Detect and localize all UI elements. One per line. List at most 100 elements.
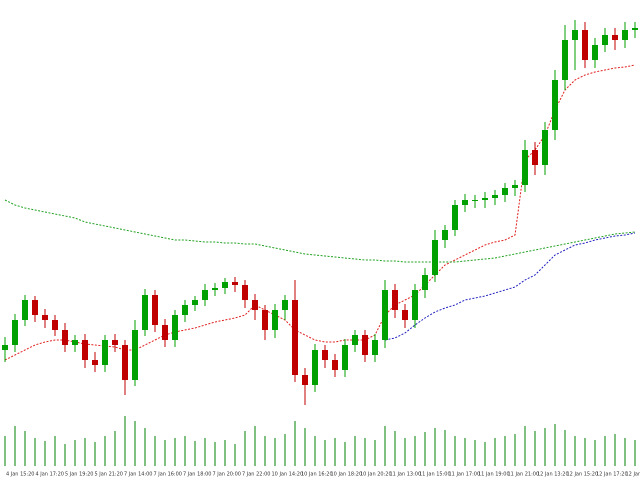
volume-bar (504, 436, 506, 466)
volume-bar (264, 436, 266, 466)
volume-bar (524, 426, 526, 466)
candle-body (332, 360, 338, 370)
candle-body (352, 335, 358, 345)
volume-bar (234, 444, 236, 466)
x-tick-label: 10 Jan 16:20 (301, 472, 333, 478)
volume-bar (384, 426, 386, 466)
x-tick-label: 10 Jan 18:20 (331, 472, 363, 478)
moving-average (4, 199, 636, 263)
candle-body (162, 325, 168, 340)
volume-bar (464, 438, 466, 466)
volume-bar (194, 441, 196, 466)
volume-bar (274, 438, 276, 466)
volume-bar (44, 441, 46, 466)
candle-body (12, 320, 18, 345)
volume-bar (344, 442, 346, 466)
x-tick-label: 11 Jan 21:00 (508, 472, 540, 478)
x-tick-label: 12 Jan 17:20 (596, 472, 628, 478)
candle-body (262, 310, 268, 330)
volume-bar (4, 436, 6, 466)
volume-bar (174, 438, 176, 466)
x-tick-label: 11 Jan 15:00 (419, 472, 451, 478)
x-tick-label: 12 Jan 15:20 (567, 472, 599, 478)
x-tick-label: 11 Jan 17:00 (449, 472, 481, 478)
volume-bar (594, 440, 596, 466)
volume-bar (114, 431, 116, 466)
moving-average (384, 232, 636, 341)
candle-body (42, 315, 48, 320)
candle-body (462, 200, 468, 205)
volume-bar (474, 440, 476, 466)
volume-bar (404, 438, 406, 466)
volume-bar (574, 436, 576, 466)
candle-body (582, 30, 588, 60)
x-tick-label: 7 Jan 16:00 (154, 472, 182, 478)
candle-body (502, 188, 508, 195)
candle-body (292, 300, 298, 375)
candle-body (282, 300, 288, 310)
volume-bar (564, 430, 566, 466)
candle-body (412, 290, 418, 320)
candle-body (602, 35, 608, 45)
volume-bar (584, 438, 586, 466)
volume-bar (454, 436, 456, 466)
candle-body (2, 345, 8, 350)
x-tick-label: 5 Jan 21:20 (95, 472, 123, 478)
moving-average (4, 64, 636, 361)
candle-body (242, 285, 248, 300)
volume-bar (554, 424, 556, 466)
volume-bar (364, 438, 366, 466)
volume-bar (374, 440, 376, 466)
x-tick-label: 4 Jan 17:20 (36, 472, 64, 478)
candle-body (52, 320, 58, 330)
volume-bar (304, 428, 306, 466)
candle-body (132, 330, 138, 380)
candle-body (112, 340, 118, 345)
candle-body (82, 340, 88, 360)
volume-bar (204, 438, 206, 466)
volume-bar (514, 434, 516, 466)
candle-body (92, 360, 98, 365)
candle-body (172, 315, 178, 340)
candle-body (612, 35, 618, 40)
candle-body (432, 240, 438, 275)
x-tick-label: 7 Jan 22:00 (242, 472, 270, 478)
candle-body (32, 300, 38, 315)
volume-bar (164, 440, 166, 466)
x-tick-label: 7 Jan 14:00 (124, 472, 152, 478)
volume-bar (54, 436, 56, 466)
volume-bar (604, 436, 606, 466)
candle-body (442, 230, 448, 240)
candle-body (142, 295, 148, 330)
volume-bar (14, 426, 16, 466)
volume-bar (94, 442, 96, 466)
candle-body (22, 300, 28, 320)
candle-body (542, 130, 548, 165)
candle-body (532, 150, 538, 165)
candle-body (472, 200, 478, 201)
volume-bar (124, 416, 126, 466)
candle-body (102, 340, 108, 365)
x-tick-label: 7 Jan 18:00 (183, 472, 211, 478)
x-tick-label: 5 Jan 19:20 (65, 472, 93, 478)
candle-body (422, 275, 428, 290)
candle-body (152, 295, 158, 325)
candle-body (622, 30, 628, 40)
candle-body (362, 335, 368, 355)
volume-bar (64, 444, 66, 466)
candle-body (572, 30, 578, 40)
volume-bar (424, 432, 426, 466)
volume-bar (394, 431, 396, 466)
candle-body (232, 282, 238, 285)
candle-body (272, 310, 278, 330)
x-tick-label: 12 Jan 13:20 (537, 472, 569, 478)
x-tick-label: 11 Jan 19:00 (478, 472, 510, 478)
x-tick-label: 10 Jan 14:20 (272, 472, 304, 478)
candle-body (632, 28, 638, 30)
candle-body (402, 310, 408, 320)
volume-bar (414, 436, 416, 466)
candle-body (512, 185, 518, 188)
candle-body (322, 350, 328, 360)
volume-bar (324, 440, 326, 466)
volume-bar (154, 436, 156, 466)
